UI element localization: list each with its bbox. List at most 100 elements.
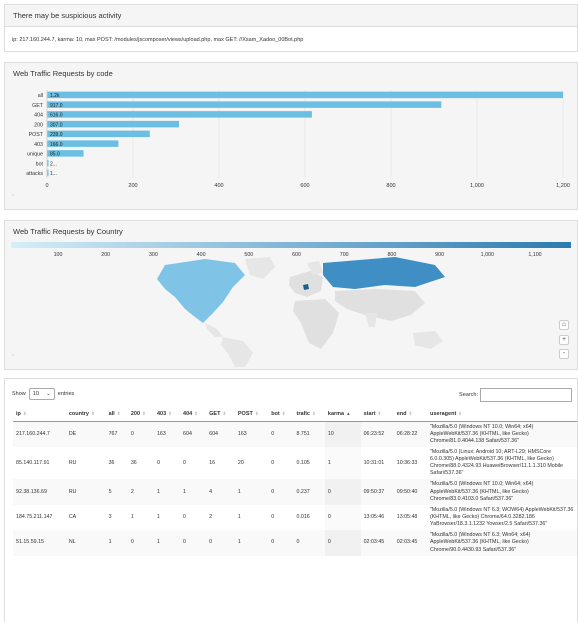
legend-tick-label: 900	[435, 252, 444, 258]
column-header-POST[interactable]: POST ⇕	[234, 407, 269, 422]
cell-403: 0	[156, 459, 160, 466]
country-map-panel: Web Traffic Requests by Country 100 200 30…	[4, 220, 578, 370]
column-header-200[interactable]: 200 ⇕	[127, 407, 154, 422]
column-header-ip[interactable]: ip ⇕	[13, 407, 66, 422]
cell-POST: 1	[234, 530, 269, 556]
cell-end: 10:36:33	[396, 459, 418, 466]
world-map[interactable]	[95, 257, 555, 367]
map-russia	[323, 257, 445, 289]
legend-gradient-bar	[11, 242, 571, 248]
table-row: 92.38.136.69 RU 5 2 1 1 4 1 0 0.237 0 09:50:37 09:50…	[13, 479, 577, 505]
bar[interactable]	[47, 101, 442, 108]
map-zoom-in-button[interactable]: +	[559, 335, 569, 345]
map-scandinavia	[307, 261, 323, 275]
cell-GET: 604	[206, 421, 235, 447]
column-header-GET[interactable]: GET ⇕	[206, 407, 235, 422]
x-tick-label: 0	[45, 183, 48, 189]
table-body: 217.160.244.7 DE 767 0 163 604 604 163 0 8.751 10 0…	[13, 421, 577, 556]
cell-end: 06:28:22	[393, 421, 427, 447]
cell-start: 09:50:37	[360, 479, 394, 505]
bar[interactable]	[47, 150, 84, 157]
search-input[interactable]	[480, 388, 572, 402]
cell-useragent: "Mozilla/5.0 (Windows NT 10.0; Win64; x6…	[427, 479, 577, 505]
column-header-country[interactable]: country ⇕	[65, 407, 106, 422]
column-header-label: ip	[16, 410, 21, 417]
cell-karma: 1	[324, 446, 361, 480]
column-header-label: POST	[237, 410, 253, 417]
cell-trafic: 0.105	[296, 459, 310, 466]
cell-GET: 2	[209, 514, 213, 521]
column-header-start[interactable]: start ⇕	[360, 407, 394, 422]
bar[interactable]	[47, 91, 563, 99]
cell-end: 02:03:45	[393, 530, 427, 556]
cell-useragent: "Mozilla/5.0 (Windows NT 6.3; Win64; x64…	[427, 530, 577, 556]
column-header-404[interactable]: 404 ⇕	[180, 407, 207, 422]
sort-both-icon: ⇕	[281, 410, 286, 416]
sort-both-icon: ⇕	[377, 410, 382, 416]
column-header-label: useragent	[430, 410, 457, 417]
cell-ip: 217.160.244.7	[13, 421, 66, 447]
cell-bot: 0	[271, 459, 275, 466]
cell-all: 5	[105, 479, 128, 505]
bar[interactable]	[47, 169, 49, 177]
sort-both-icon: ⇕	[168, 410, 172, 416]
entries-label: entries	[57, 391, 75, 397]
cell-200: 2	[127, 479, 154, 505]
cell-end: 09:50:40	[393, 479, 427, 505]
column-header-label: start	[363, 410, 376, 417]
code-chart-panel: Web Traffic Requests by code 0 200 400 600 8…	[4, 62, 578, 210]
column-header-label: all	[108, 410, 115, 417]
map-asia	[335, 289, 425, 321]
sort-both-icon: ⇕	[22, 410, 27, 416]
cell-POST: 1	[237, 514, 241, 521]
cell-403: 1	[156, 514, 160, 521]
category-label: all	[38, 93, 43, 99]
column-header-label: 200	[130, 410, 141, 417]
cell-trafic: 0.237	[293, 479, 325, 505]
category-label: attacks	[26, 171, 43, 177]
category-label: 404	[34, 113, 43, 119]
cell-country: RU	[65, 479, 106, 505]
bar[interactable]	[47, 159, 49, 167]
column-header-bot[interactable]: bot ⇕	[268, 407, 294, 422]
cell-all: 3	[108, 514, 112, 521]
entries-select[interactable]: 10 ⌄	[28, 388, 55, 400]
data-label: 1...	[50, 171, 57, 177]
table-header-row: ip ⇕ country ⇕ all ⇕ 200 ⇕ 403 ⇕ 404 ⇕ GET ⇕ POST ⇕ bot ⇕…	[13, 407, 577, 422]
cell-useragent: "Mozilla/5.0 (Linux; Android 10; ART-L29…	[430, 448, 563, 477]
cell-useragent: "Mozilla/5.0 (Windows NT 10.0; Win64; x6…	[427, 421, 577, 447]
map-africa	[293, 299, 339, 349]
cell-403: 163	[153, 421, 181, 447]
cell-useragent: "Mozilla/5.0 (Windows NT 6.3; WOW64) App…	[430, 506, 574, 528]
bar[interactable]	[47, 111, 312, 118]
map-home-button[interactable]: ⌂	[559, 320, 569, 330]
bar[interactable]	[47, 120, 180, 128]
category-label: unique	[27, 152, 43, 158]
column-header-end[interactable]: end ⇕	[393, 407, 427, 422]
data-label: 166.0	[50, 142, 63, 148]
column-header-label: country	[68, 410, 89, 417]
column-header-karma[interactable]: karma ▲	[324, 407, 361, 422]
map-germany	[303, 284, 309, 290]
country-chart-title: Web Traffic Requests by Country	[13, 227, 123, 236]
bar[interactable]	[47, 130, 150, 138]
map-zoom-out-button[interactable]: -	[559, 349, 569, 359]
cell-trafic: 0.016	[296, 514, 310, 521]
search-control: Search:	[459, 388, 572, 402]
column-header-all[interactable]: all ⇕	[105, 407, 128, 422]
table-row: 184.75.211.147 CA 3 1 1 0 2 1 0 0.016 0 13:05:46 13:…	[13, 504, 577, 531]
column-header-trafic[interactable]: trafic ⇕	[293, 407, 325, 422]
column-header-403[interactable]: 403 ⇕	[153, 407, 181, 422]
column-header-label: GET	[209, 410, 221, 417]
category-label: POST	[29, 132, 44, 138]
category-label: 403	[34, 142, 43, 148]
column-header-label: 403	[156, 410, 167, 417]
bar[interactable]	[47, 140, 119, 147]
map-india	[365, 313, 377, 327]
cell-start: 10:31:01	[363, 459, 385, 466]
map-greenland	[245, 257, 275, 279]
data-label: 307.0	[50, 122, 63, 128]
code-chart-title: Web Traffic Requests by code	[13, 69, 113, 78]
column-header-useragent[interactable]: useragent ⇕	[427, 407, 577, 422]
legend-tick-label: 800	[387, 252, 396, 258]
